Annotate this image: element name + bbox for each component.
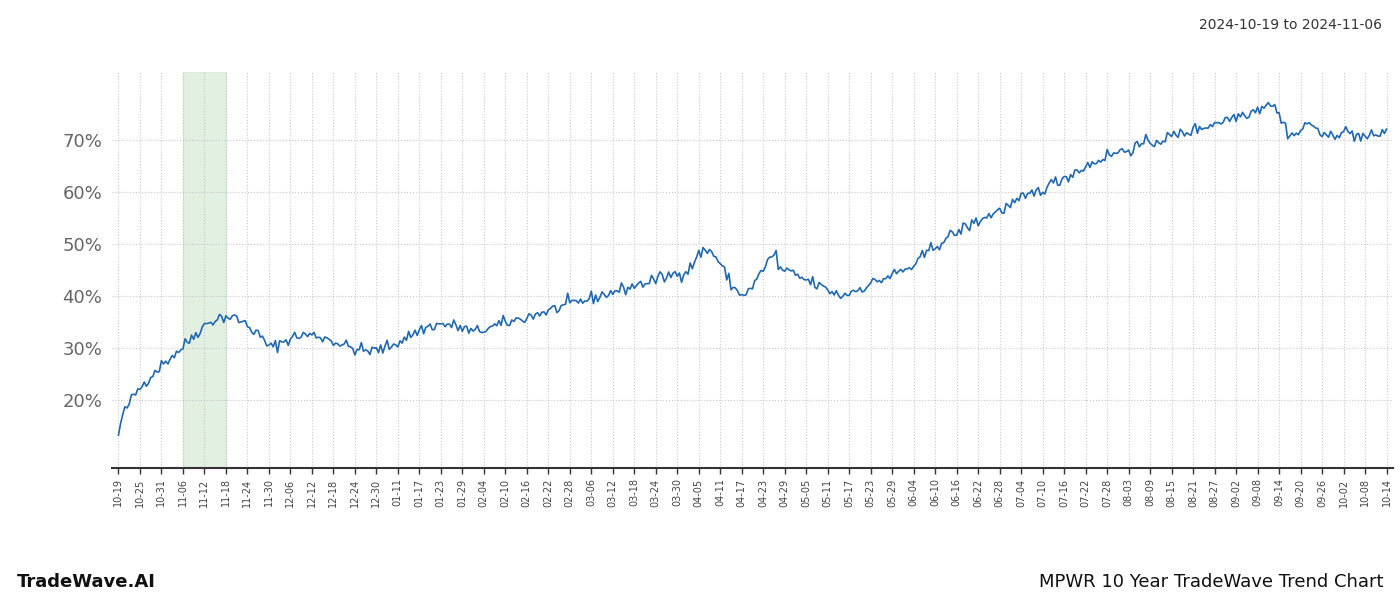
Text: TradeWave.AI: TradeWave.AI	[17, 573, 155, 591]
Bar	[183, 72, 225, 468]
Text: MPWR 10 Year TradeWave Trend Chart: MPWR 10 Year TradeWave Trend Chart	[1039, 573, 1383, 591]
Text: 2024-10-19 to 2024-11-06: 2024-10-19 to 2024-11-06	[1198, 18, 1382, 32]
